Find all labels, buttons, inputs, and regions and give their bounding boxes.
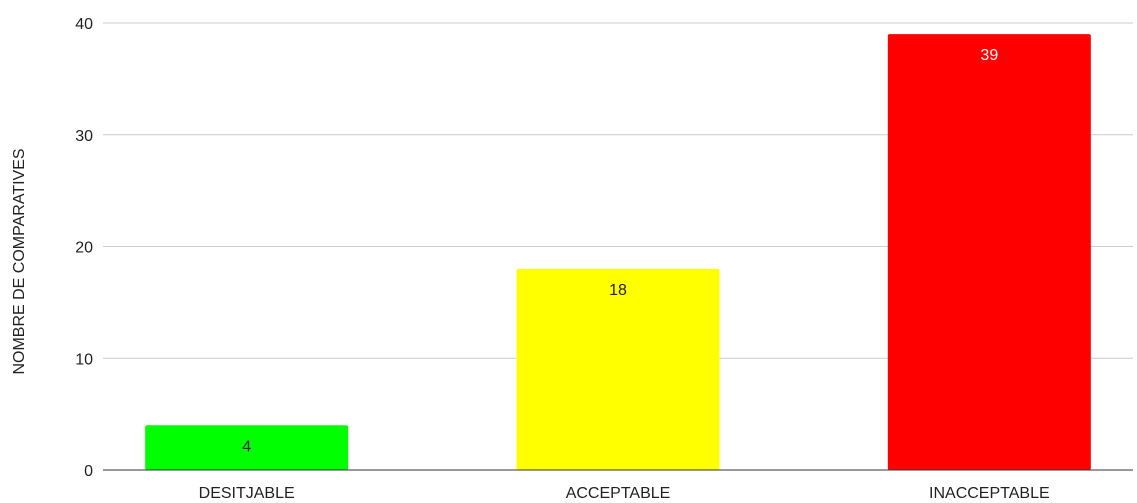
data-labels: 4 18 39 <box>242 47 998 455</box>
x-category-label: DESITJABLE <box>199 485 295 502</box>
x-category-label: INACCEPTABLE <box>929 485 1050 502</box>
bars <box>145 34 1091 471</box>
bar-inacceptable <box>887 34 1091 471</box>
y-tick-label: 10 <box>75 351 93 368</box>
x-category-label: ACCEPTABLE <box>566 485 671 502</box>
x-axis-category-labels: DESITJABLE ACCEPTABLE INACCEPTABLE <box>199 485 1050 502</box>
y-tick-label: 30 <box>75 128 93 145</box>
data-label: 4 <box>242 438 251 455</box>
data-label: 18 <box>609 282 627 299</box>
bar-desitjable <box>145 425 349 470</box>
bar-acceptable <box>516 268 720 470</box>
data-label: 39 <box>980 47 998 64</box>
y-axis-title: NOMBRE DE COMPARATIVES <box>11 148 28 374</box>
y-axis-tick-labels: 0 10 20 30 40 <box>75 16 93 480</box>
y-tick-label: 40 <box>75 16 93 33</box>
y-tick-label: 0 <box>84 463 93 480</box>
y-tick-label: 20 <box>75 240 93 257</box>
